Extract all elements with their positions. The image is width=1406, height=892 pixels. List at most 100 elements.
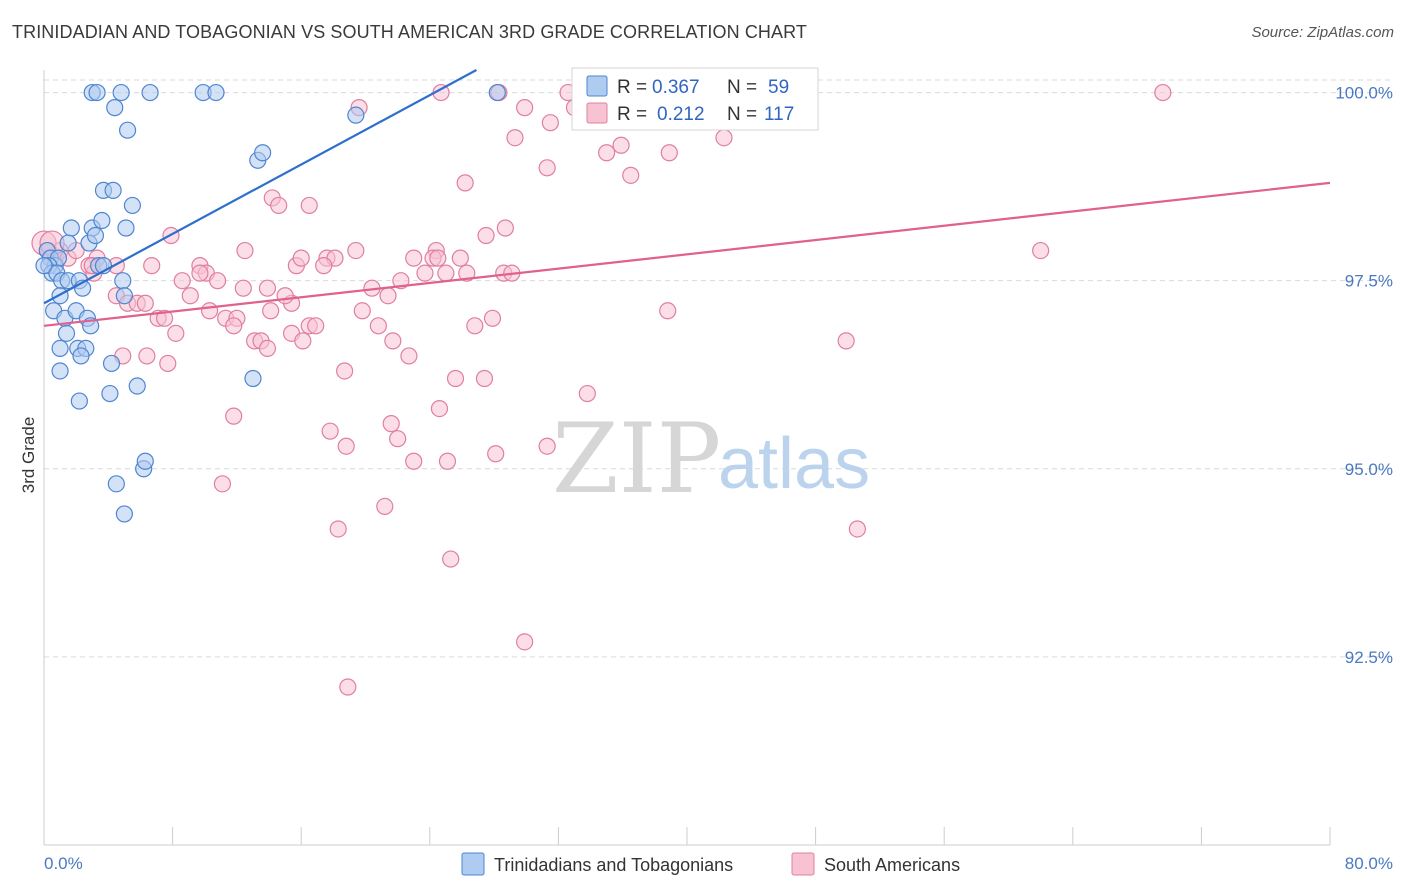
legend-swatch-blue xyxy=(586,75,608,97)
south-american-point-49 xyxy=(234,279,252,297)
south-american-point-99 xyxy=(376,497,394,516)
south-american-point-47 xyxy=(209,272,227,290)
south-american-point-95 xyxy=(405,452,423,470)
series-legend-label-pink: South Americans xyxy=(824,855,960,875)
trinidadian-point-44 xyxy=(51,339,69,357)
trinidadian-point-37 xyxy=(115,287,133,305)
y-tick-label-1: 95.0% xyxy=(1345,460,1393,479)
trinidadian-point-15 xyxy=(62,219,80,237)
south-american-point-11 xyxy=(598,144,616,162)
grid-lines xyxy=(44,79,1392,658)
south-american-point-91 xyxy=(321,422,339,440)
south-american-point-28 xyxy=(236,241,254,260)
south-american-point-113 xyxy=(191,264,209,282)
x-ticks xyxy=(43,827,1331,845)
south-american-point-9 xyxy=(612,136,630,154)
trinidadian-point-13 xyxy=(104,181,122,199)
trinidadian-point-21 xyxy=(86,226,105,245)
legend-r-value-1: 0.367 xyxy=(652,77,700,98)
trinidadian-point-17 xyxy=(93,211,111,230)
trinidadian-point-6 xyxy=(488,83,506,102)
south-american-point-88 xyxy=(430,399,449,418)
south-american-point-40 xyxy=(143,257,161,275)
trinidadian-point-48 xyxy=(51,362,69,380)
south-american-point-98 xyxy=(213,475,232,493)
south-american-point-102 xyxy=(442,550,460,568)
legend-r-label-2: R = xyxy=(617,104,647,125)
south-american-point-57 xyxy=(136,294,154,312)
south-american-point-90 xyxy=(382,415,400,433)
south-american-point-10 xyxy=(715,129,733,147)
south-american-point-86 xyxy=(446,369,465,388)
south-american-point-77 xyxy=(258,339,277,357)
south-american-point-20 xyxy=(477,226,495,245)
south-american-point-68 xyxy=(369,317,387,335)
trinidadian-point-1 xyxy=(88,83,106,102)
south-american-point-36 xyxy=(451,249,469,267)
series-legend-swatch-pink xyxy=(791,852,815,876)
trinidadian-point-3 xyxy=(141,83,159,102)
south-american-point-103 xyxy=(516,633,534,651)
trinidadian-trend-line xyxy=(43,69,477,305)
y-tick-label-2: 97.5% xyxy=(1345,272,1393,291)
south-american-point-69 xyxy=(466,317,484,335)
south-american-point-14 xyxy=(622,166,640,184)
trinidadian-point-47 xyxy=(72,347,90,365)
legend-swatch-pink xyxy=(586,102,608,124)
x-tick-label-min: 0.0% xyxy=(44,854,83,873)
south-american-point-61 xyxy=(353,302,371,320)
south-american-point-101 xyxy=(848,520,866,538)
south-american-point-60 xyxy=(276,287,294,305)
south-americans-points xyxy=(31,83,1172,696)
south-american-point-94 xyxy=(538,437,556,455)
south-american-point-29 xyxy=(347,241,365,260)
south-american-point-71 xyxy=(225,317,243,335)
south-american-point-53 xyxy=(181,287,199,305)
trinidadian-point-2 xyxy=(112,83,130,102)
south-american-point-12 xyxy=(660,144,678,162)
south-american-point-46 xyxy=(173,272,191,290)
south-american-point-8 xyxy=(506,129,524,147)
trinidadian-point-42 xyxy=(57,324,76,342)
trend-lines xyxy=(43,69,1331,327)
south-american-point-7 xyxy=(541,114,559,132)
trinidadian-point-7 xyxy=(106,99,124,117)
south-american-point-33 xyxy=(292,249,310,267)
x-tick-label-max: 80.0% xyxy=(1345,854,1393,873)
trinidadian-point-49 xyxy=(102,354,121,373)
south-american-point-83 xyxy=(159,354,177,373)
south-american-point-82 xyxy=(138,347,156,365)
south-american-point-34 xyxy=(405,249,423,267)
trinidadian-point-11 xyxy=(254,144,272,162)
trinidadian-point-55 xyxy=(136,452,154,470)
legend-n-value-1: 59 xyxy=(768,77,789,98)
south-american-point-19 xyxy=(496,219,514,237)
trinidadian-point-58 xyxy=(35,257,53,275)
south-american-trend-line xyxy=(43,181,1331,327)
y-tick-label-0: 92.5% xyxy=(1345,648,1393,667)
south-american-point-115 xyxy=(429,249,447,267)
south-american-point-48 xyxy=(416,264,434,282)
trinidadian-point-9 xyxy=(347,106,365,124)
trinidadians-points xyxy=(35,83,506,523)
south-american-point-50 xyxy=(258,279,277,297)
south-american-point-97 xyxy=(487,445,505,463)
legend-r-value-2: 0.212 xyxy=(657,104,705,125)
south-american-point-17 xyxy=(270,196,288,215)
south-american-point-92 xyxy=(389,430,407,448)
south-american-point-100 xyxy=(329,520,347,538)
trinidadian-point-14 xyxy=(123,196,142,215)
south-american-point-3 xyxy=(1154,83,1172,102)
chart-title: TRINIDADIAN AND TOBAGONIAN VS SOUTH AMER… xyxy=(12,22,807,42)
south-american-point-63 xyxy=(659,302,677,320)
trinidadian-point-8 xyxy=(118,121,137,139)
south-american-point-111 xyxy=(437,264,455,282)
series-legend-label-blue: Trinidadians and Tobagonians xyxy=(494,855,733,875)
south-american-point-22 xyxy=(1032,241,1050,260)
correlation-legend: R = 0.367 N = 59 R = 0.212 N = 117 xyxy=(571,67,819,131)
south-american-point-65 xyxy=(155,309,174,327)
trinidadian-point-50 xyxy=(244,369,262,388)
south-american-point-4 xyxy=(516,99,534,117)
watermark-atlas: atlas xyxy=(718,424,870,504)
south-american-point-116 xyxy=(578,384,596,403)
